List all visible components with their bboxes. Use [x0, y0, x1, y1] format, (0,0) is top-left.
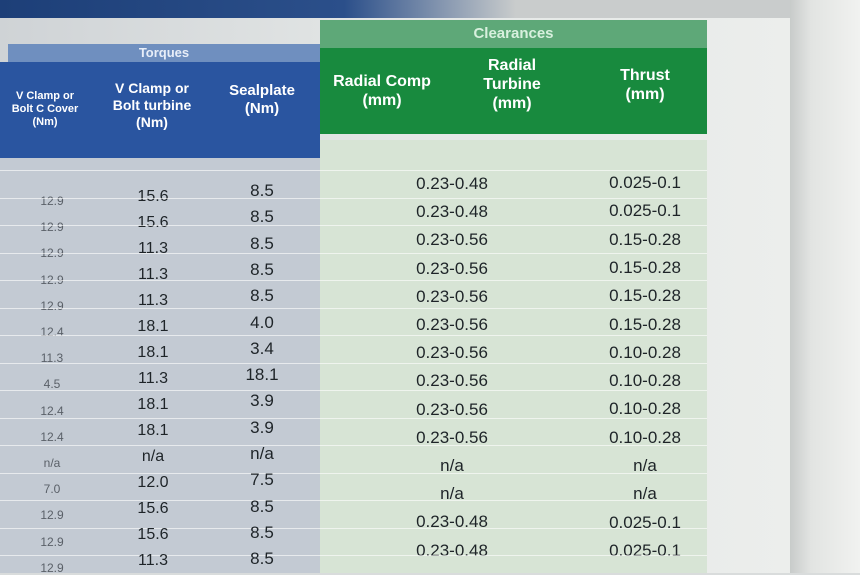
table-cell: 0.23-0.56	[416, 427, 488, 447]
table-cell: 18.1	[137, 344, 169, 361]
group-header: Clearances	[320, 20, 707, 48]
table-cell: 12.4	[40, 325, 64, 339]
table-cell: 0.23-0.48	[416, 512, 488, 532]
table-cell: 4.5	[43, 377, 61, 392]
table-cell: 0.025-0.1	[609, 201, 681, 221]
table-cell: 0.10-0.28	[609, 371, 681, 391]
table-cell: 15.6	[137, 214, 169, 231]
table-cell: n/a	[633, 484, 657, 504]
table-cell: 0.025-0.1	[609, 540, 681, 560]
table-cell: 15.6	[137, 526, 169, 543]
table-cell: 12.9	[40, 298, 64, 313]
table-cell: 0.10-0.28	[609, 399, 681, 419]
table-cell: 0.10-0.28	[609, 427, 681, 447]
column-header: V Clamp or Bolt turbine (Nm)	[112, 80, 192, 130]
column-header: Radial Comp (mm)	[333, 73, 431, 110]
row-rule	[0, 390, 707, 391]
table-cell: 8.5	[250, 233, 274, 253]
table-cell: 12.9	[40, 534, 64, 549]
table-cell: 18.1	[137, 396, 169, 413]
row-rule	[0, 280, 707, 281]
row-rule	[0, 362, 707, 364]
table-cell: 8.5	[250, 259, 274, 279]
table-cell: 0.15-0.28	[609, 286, 681, 306]
table-cell: 0.23-0.48	[416, 174, 488, 193]
table-cell: 12.4	[40, 429, 64, 444]
table-cell: 18.1	[137, 318, 169, 335]
row-rule	[0, 252, 707, 254]
table-cell: 12.9	[40, 220, 64, 235]
table-cell: 0.23-0.56	[416, 258, 488, 278]
table-cell: 0.15-0.28	[609, 229, 681, 249]
table-cell: 0.23-0.56	[416, 399, 488, 419]
table-cell: n/a	[440, 456, 464, 475]
table-cell: 12.9	[40, 272, 64, 287]
table-cell: 11.3	[138, 292, 168, 309]
table-cell: 7.0	[43, 482, 61, 497]
table-cell: 8.5	[250, 207, 274, 227]
column-header: Thrust (mm)	[620, 67, 670, 104]
table-cell: 15.6	[137, 500, 169, 517]
table-cell: 0.15-0.28	[609, 314, 681, 334]
table-cell: 12.0	[137, 474, 169, 491]
table-cell: 12.9	[40, 194, 64, 208]
table-cell: 0.23-0.56	[416, 343, 488, 363]
table-cell: 12.9	[40, 508, 64, 523]
table-cell: 11.3	[40, 351, 64, 366]
table-cell: 12.4	[40, 403, 64, 418]
table-cell: 0.23-0.56	[416, 371, 488, 391]
table-cell: 11.3	[138, 370, 168, 387]
table-cell: 8.5	[250, 496, 274, 516]
table-cell: 0.23-0.48	[416, 202, 488, 222]
column-header: Sealplate (Nm)	[229, 82, 295, 117]
table-cell: 3.9	[250, 391, 274, 411]
table-cell: n/a	[43, 456, 61, 470]
table-cell: 7.5	[250, 470, 274, 490]
table-cell: 0.025-0.1	[609, 512, 681, 532]
table-cell: 8.5	[250, 522, 274, 542]
column-header: Radial Turbine (mm)	[483, 57, 541, 113]
table-cell: 8.5	[250, 286, 274, 306]
table-cell: 11.3	[138, 266, 168, 283]
table-cell: 12.9	[40, 560, 64, 575]
table-cell: 3.9	[250, 417, 274, 437]
table-cell: n/a	[440, 484, 464, 504]
table-cell: 0.025-0.1	[609, 173, 681, 192]
row-rule	[0, 170, 707, 171]
row-rule	[0, 500, 707, 501]
table-cell: n/a	[633, 456, 657, 475]
wall	[790, 0, 860, 573]
table-cell: 4.0	[250, 312, 274, 332]
row-rule	[0, 445, 707, 446]
table-cell: 3.4	[250, 338, 274, 358]
table-cell: 11.3	[138, 552, 168, 569]
row-rule	[0, 555, 707, 556]
table-cell: 8.5	[250, 181, 274, 200]
table-cell: 0.23-0.48	[416, 540, 488, 560]
table-cell: n/a	[141, 448, 165, 465]
table-cell: 11.3	[138, 240, 168, 257]
row-rule	[0, 417, 707, 419]
table-cell: 8.5	[250, 549, 274, 569]
table-cell: 15.6	[137, 188, 169, 205]
row-rule	[0, 307, 707, 309]
table-cell: 0.23-0.56	[416, 286, 488, 306]
row-rule	[0, 472, 707, 474]
table-cell: 0.10-0.28	[609, 342, 681, 362]
table-cell: 18.1	[245, 365, 279, 385]
header-band	[320, 48, 707, 134]
row-rule	[0, 197, 707, 199]
header-band	[0, 62, 320, 158]
table-cell: 0.15-0.28	[609, 257, 681, 277]
table-cell: 0.23-0.56	[416, 230, 488, 250]
group-header: Torques	[8, 44, 320, 62]
table-cell: 18.1	[137, 422, 169, 439]
table-cell: n/a	[250, 444, 274, 463]
column-header: V Clamp or Bolt C Cover (Nm)	[11, 90, 79, 129]
row-rule	[0, 225, 707, 226]
row-rule	[0, 527, 707, 529]
table-cell: 0.23-0.56	[416, 315, 488, 334]
row-rule	[0, 335, 707, 336]
